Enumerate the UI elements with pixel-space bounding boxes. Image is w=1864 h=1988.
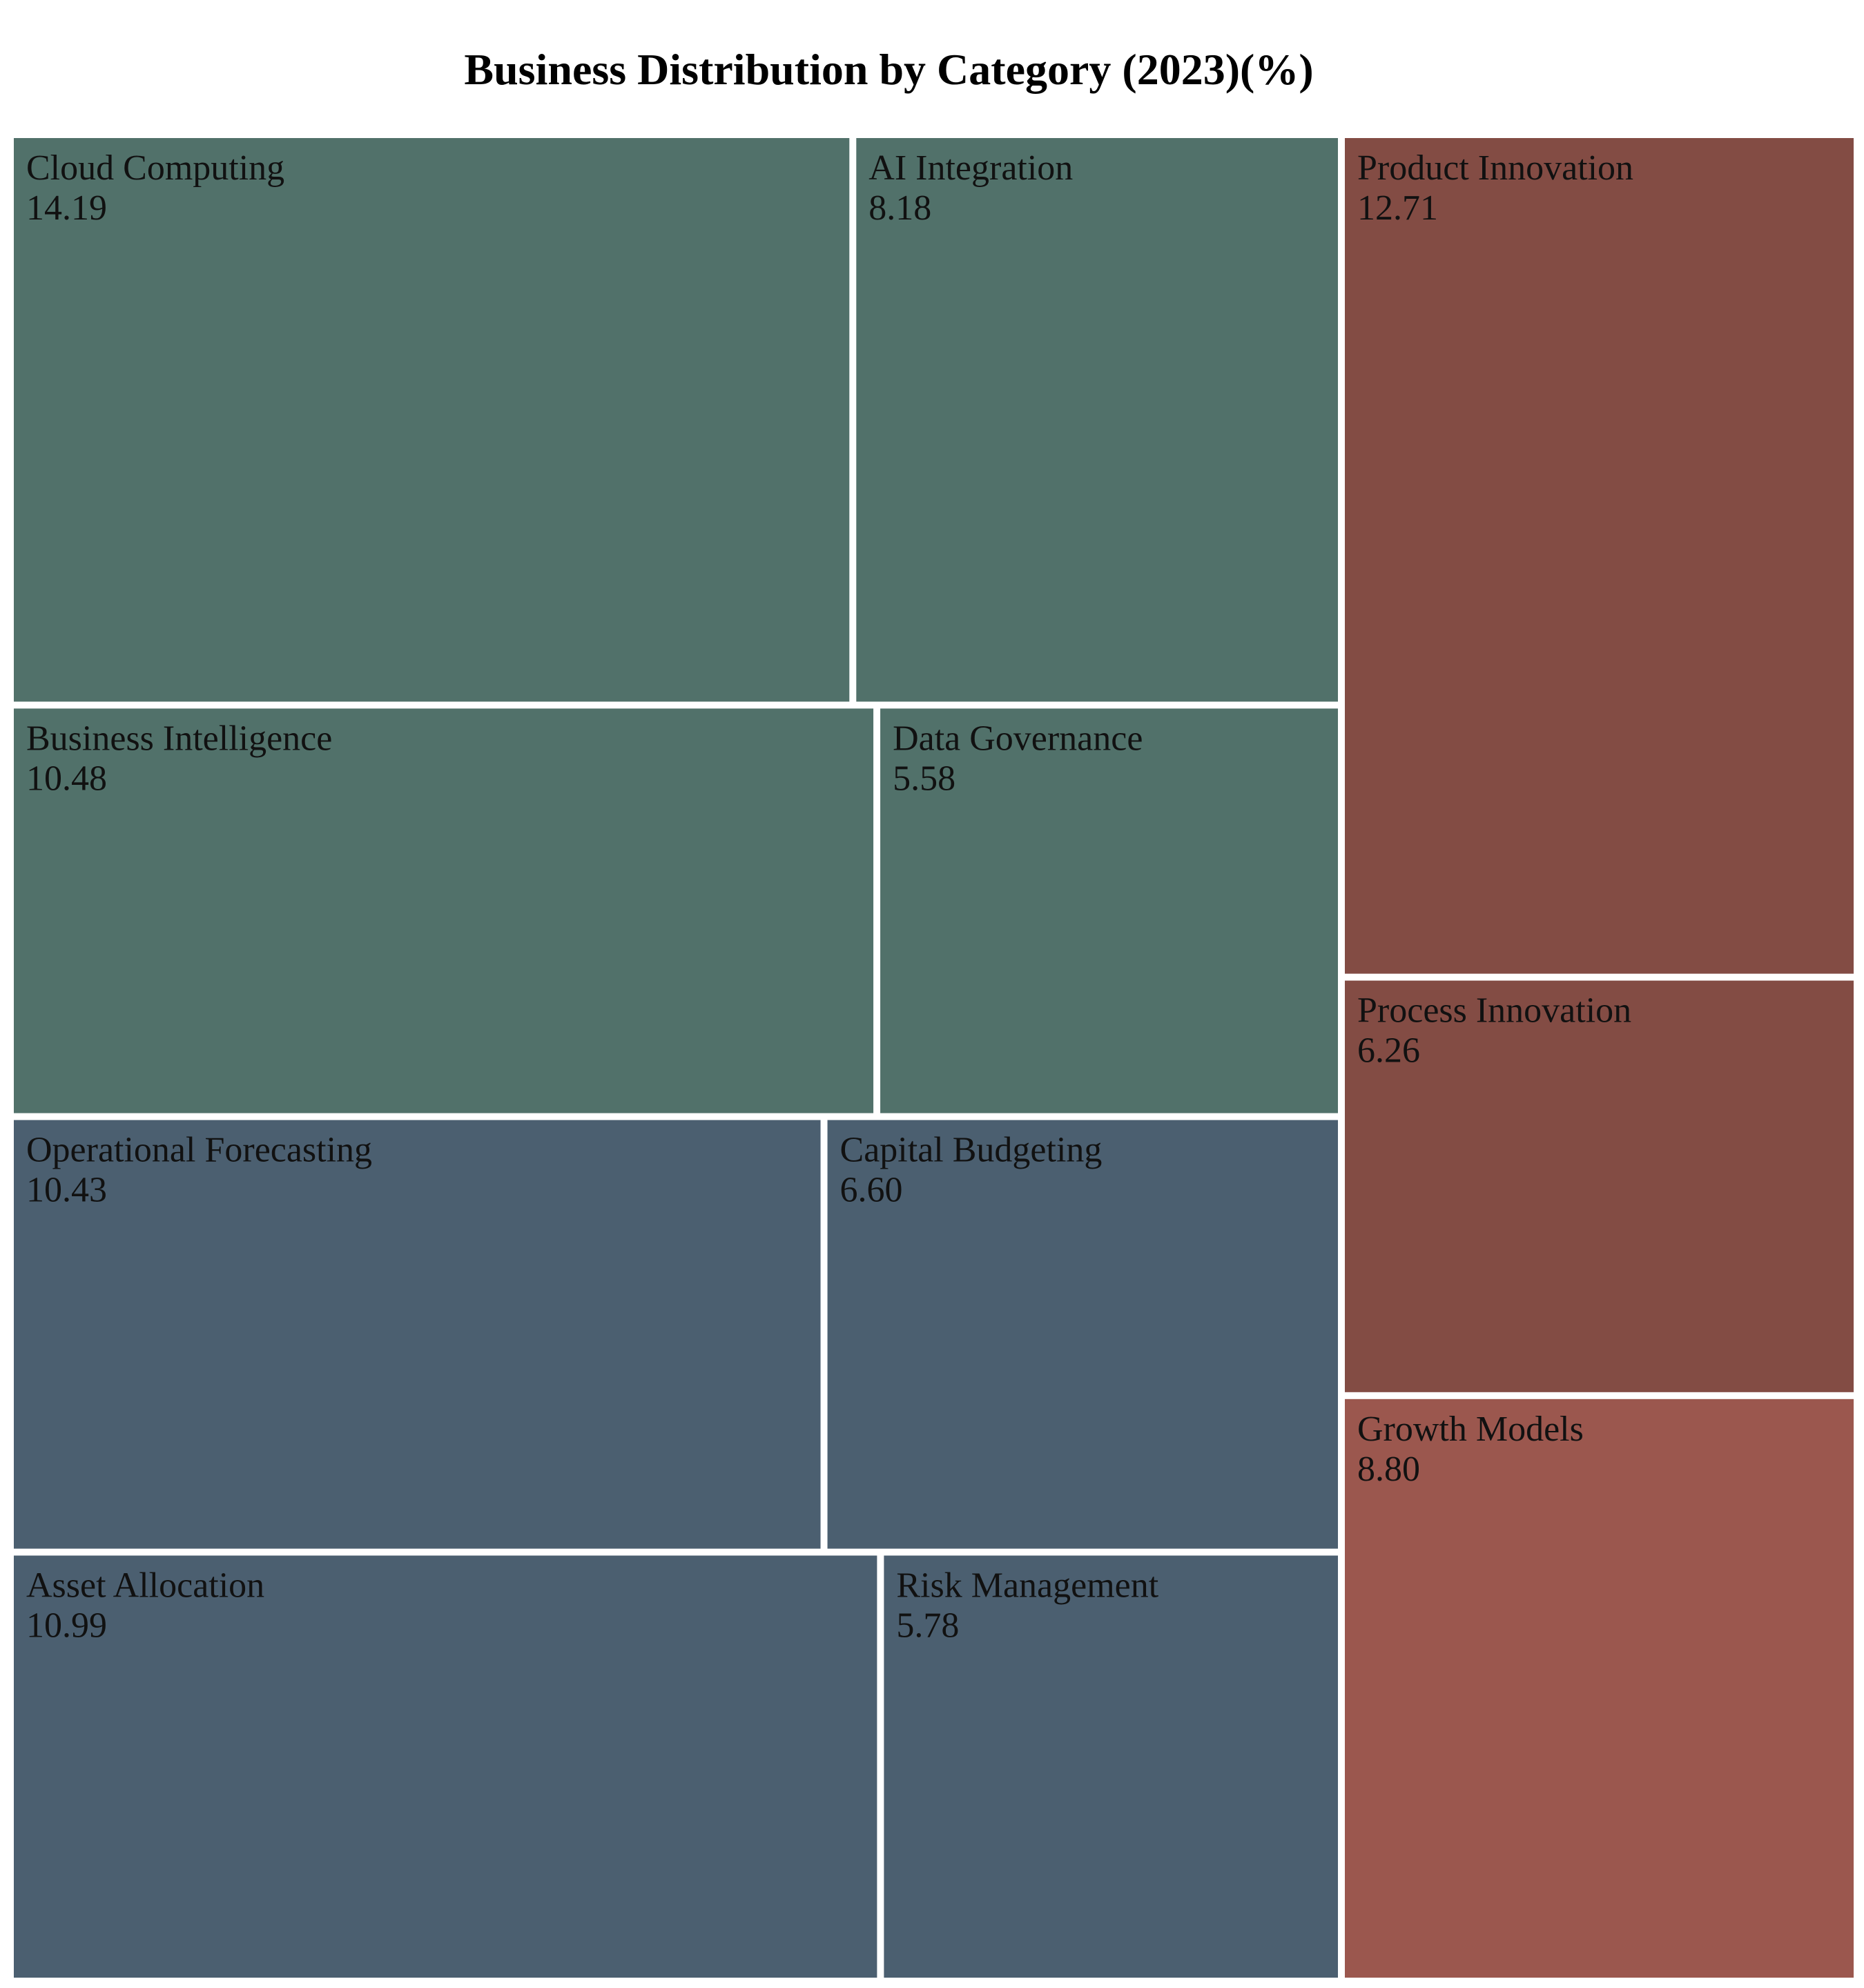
tile-value-label: 6.26: [1357, 1031, 1420, 1071]
tile-name-label: Business Intelligence: [26, 719, 332, 758]
tile-rect: [14, 708, 874, 1113]
tile-value-label: 10.43: [26, 1171, 107, 1210]
tile-rect: [1345, 138, 1854, 974]
tile-name-label: Growth Models: [1357, 1410, 1584, 1449]
tile-rect: [827, 1120, 1338, 1549]
tile-value-label: 6.60: [840, 1171, 903, 1210]
tile-value-label: 14.19: [26, 188, 107, 228]
tile-rect: [14, 1120, 821, 1549]
tile-rect: [1345, 980, 1854, 1392]
tile-name-label: Operational Forecasting: [26, 1131, 372, 1170]
tile-value-label: 10.99: [26, 1606, 107, 1646]
tile-name-label: Data Governance: [893, 719, 1143, 758]
tile-rect: [856, 138, 1338, 702]
chart-title: Business Distribution by Category (2023)…: [464, 45, 1314, 94]
tile-name-label: Risk Management: [896, 1566, 1158, 1606]
tile-value-label: 12.71: [1357, 188, 1438, 228]
tile-name-label: Asset Allocation: [26, 1566, 264, 1606]
tile-rect: [14, 138, 850, 702]
tile-rect: [884, 1555, 1338, 1978]
tile-value-label: 5.78: [896, 1606, 959, 1646]
tile-rect: [880, 708, 1338, 1113]
tile-rect: [1345, 1399, 1854, 1978]
tile-name-label: AI Integration: [868, 148, 1073, 188]
tile-name-label: Cloud Computing: [26, 148, 284, 188]
tile-value-label: 8.18: [868, 188, 931, 228]
tile-value-label: 8.80: [1357, 1450, 1420, 1489]
tile-value-label: 5.58: [893, 759, 955, 798]
tile-value-label: 10.48: [26, 759, 107, 798]
tile-rect: [14, 1555, 877, 1978]
tile-name-label: Process Innovation: [1357, 991, 1631, 1031]
tile-name-label: Capital Budgeting: [840, 1131, 1103, 1170]
tile-name-label: Product Innovation: [1357, 148, 1633, 188]
